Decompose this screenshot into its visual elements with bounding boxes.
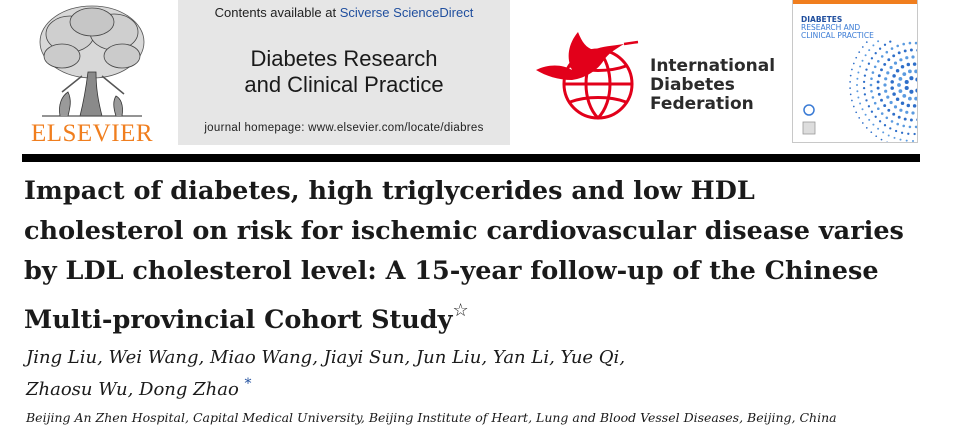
cover-title-line1: DIABETES xyxy=(801,15,843,24)
affiliation: Beijing An Zhen Hospital, Capital Medica… xyxy=(26,410,837,425)
corresponding-author-mark[interactable]: * xyxy=(244,376,252,392)
idf-name-line3: Federation xyxy=(650,94,754,114)
sciencedirect-link[interactable]: Sciverse ScienceDirect xyxy=(339,5,474,20)
journal-title: Diabetes Research and Clinical Practice xyxy=(178,46,510,98)
journal-title-line1: Diabetes Research xyxy=(250,46,438,71)
contents-prefix: Contents available at xyxy=(214,5,340,20)
authors-line2-wrap: Zhaosu Wu, Dong Zhao * xyxy=(26,371,926,403)
header-rule xyxy=(22,154,920,162)
article-title-line4: Multi-provincial Cohort Study xyxy=(24,305,453,335)
cover-title-line3: CLINICAL PRACTICE xyxy=(801,31,874,40)
elsevier-wordmark: ELSEVIER xyxy=(30,120,154,147)
journal-title-line2: and Clinical Practice xyxy=(244,72,444,97)
authors-line2: Zhaosu Wu, Dong Zhao xyxy=(26,379,239,400)
journal-header-box: Contents available at Sciverse ScienceDi… xyxy=(178,0,510,145)
idf-hummingbird-globe-logo xyxy=(536,32,639,120)
cover-dot-pattern xyxy=(793,0,917,142)
cover-title: DIABETES RESEARCH AND CLINICAL PRACTICE xyxy=(801,16,874,40)
idf-name: International Diabetes Federation xyxy=(650,57,775,114)
journal-homepage-line[interactable]: journal homepage: www.elsevier.com/locat… xyxy=(204,122,484,134)
article-title-line4-wrap: Multi-provincial Cohort Study☆ xyxy=(24,291,934,340)
idf-name-line2: Diabetes xyxy=(650,75,735,95)
article-title: Impact of diabetes, high triglycerides a… xyxy=(24,171,934,340)
journal-cover-thumbnail: DIABETES RESEARCH AND CLINICAL PRACTICE xyxy=(792,0,918,143)
cover-title-line2: RESEARCH AND xyxy=(801,23,861,32)
article-title-line1: Impact of diabetes, high triglycerides a… xyxy=(24,176,755,206)
idf-name-line1: International xyxy=(650,56,776,76)
elsevier-tree-logo xyxy=(39,5,145,117)
author-list: Jing Liu, Wei Wang, Miao Wang, Jiayi Sun… xyxy=(26,344,926,403)
contents-availability-line: Contents available at Sciverse ScienceDi… xyxy=(178,5,510,20)
article-title-line3: by LDL cholesterol level: A 15-year foll… xyxy=(24,256,879,286)
article-title-line2: cholesterol on risk for ischemic cardiov… xyxy=(24,216,904,246)
title-footnote-star-icon[interactable]: ☆ xyxy=(452,300,469,321)
authors-line1: Jing Liu, Wei Wang, Miao Wang, Jiayi Sun… xyxy=(26,347,626,368)
